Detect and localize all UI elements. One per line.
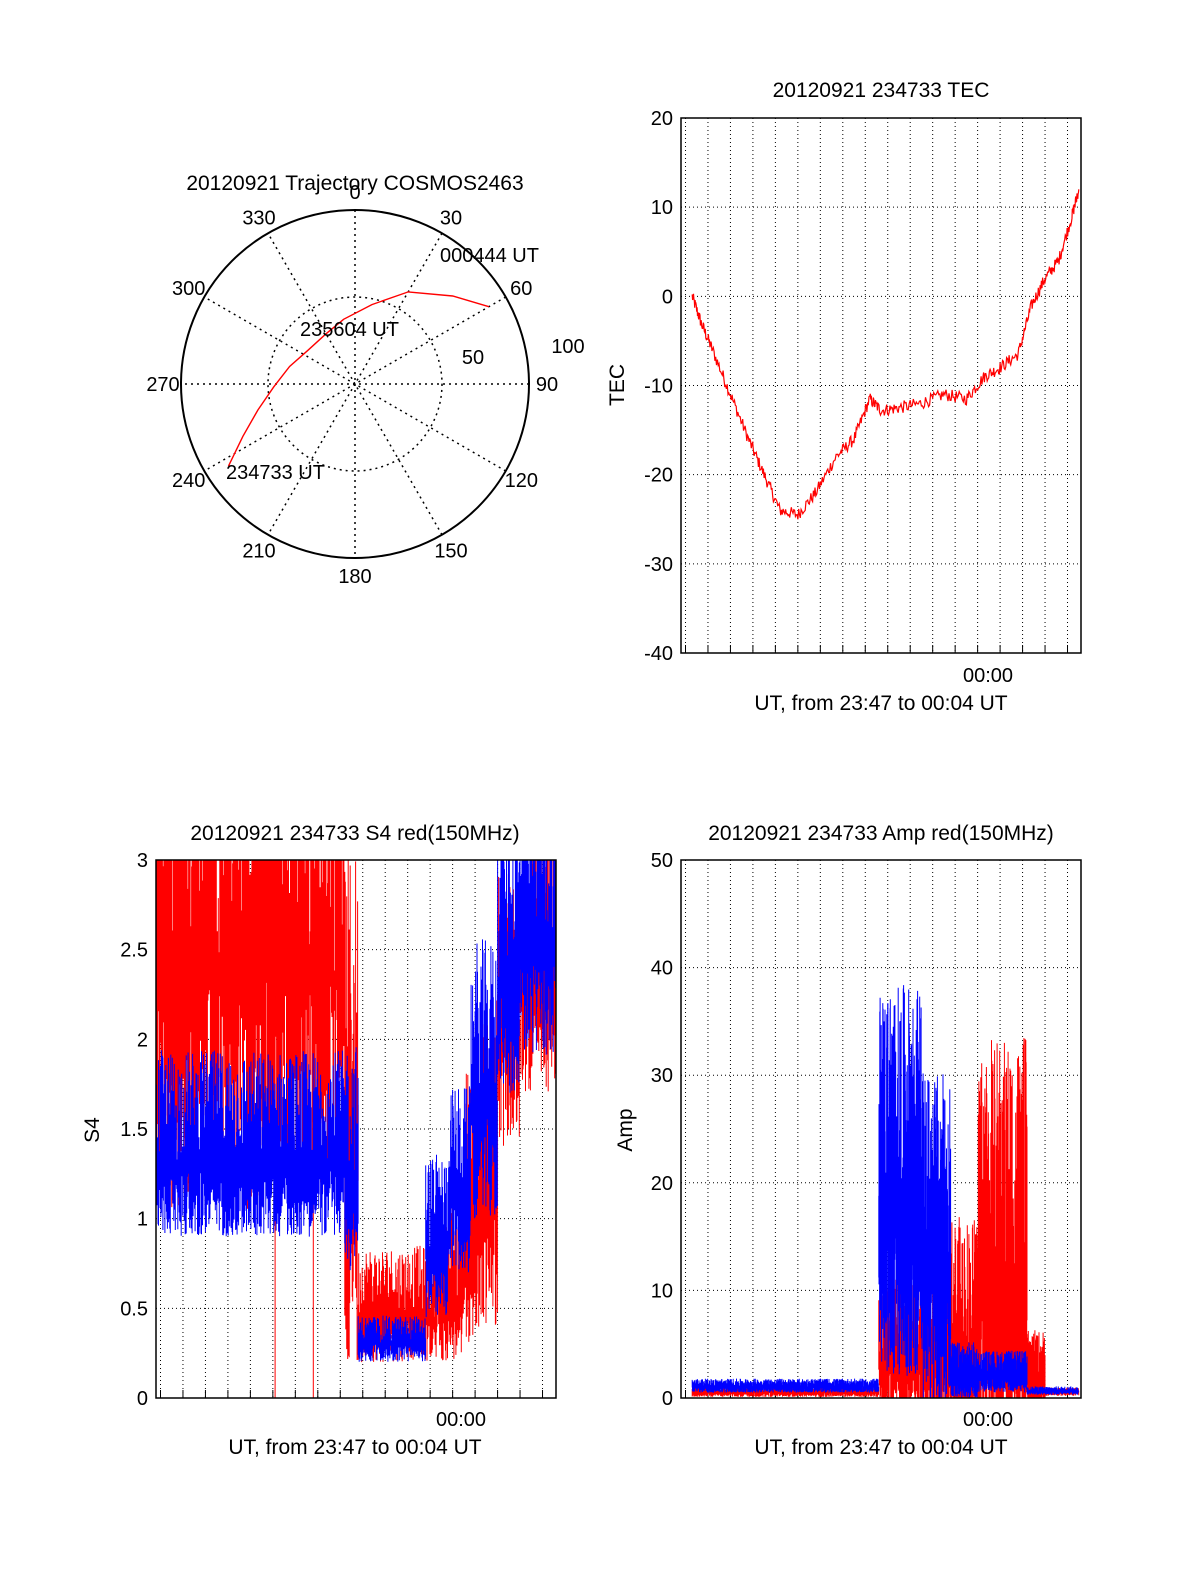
polar-angle-label-120: 120	[505, 470, 538, 492]
s4-ytick-label: 2	[137, 1029, 148, 1051]
annotation-end: 000444 UT	[440, 245, 539, 267]
s4-frame	[155, 859, 557, 1399]
s4-ytick-label: 3	[137, 850, 148, 872]
polar-angle-label-0: 0	[349, 182, 360, 204]
tec-frame	[680, 117, 1082, 654]
polar-spoke-150	[267, 232, 443, 536]
polar-angle-label-300: 300	[172, 278, 205, 300]
s4-ylabel: S4	[81, 1117, 104, 1143]
amp-frame	[680, 859, 1082, 1399]
tec-ytick-label: -30	[644, 554, 673, 576]
tec-ytick-label: -20	[644, 465, 673, 487]
annotation-start: 234733 UT	[226, 462, 325, 484]
s4-yticks: 0 0.5 1 1.5 2 2.5 3	[120, 850, 148, 1410]
amp-ytick-label: 30	[651, 1065, 673, 1087]
polar-angle-label-30: 30	[440, 208, 462, 230]
tec-ytick-label: -10	[644, 376, 673, 398]
tec-grid	[681, 117, 1081, 654]
s4-ytick-label: 0.5	[120, 1298, 148, 1320]
s4-xtick-label: 00:00	[436, 1409, 486, 1431]
polar-angle-label-210: 210	[242, 540, 275, 562]
polar-inner-ring	[267, 296, 443, 472]
amp-ytick-label: 10	[651, 1280, 673, 1302]
tec-title: 20120921 234733 TEC	[773, 79, 990, 102]
tec-ytick-label: 10	[651, 197, 673, 219]
s4-xlabel: UT, from 23:47 to 00:04 UT	[228, 1436, 481, 1459]
polar-radial-label-100: 100	[551, 336, 584, 358]
annotation-mid: 235604 UT	[300, 319, 399, 341]
polar-spokes	[181, 210, 529, 558]
polar-angle-label-240: 240	[172, 470, 205, 492]
s4-ytick-label: 0	[137, 1388, 148, 1410]
tec-ylabel: TEC	[606, 364, 629, 406]
amp-ytick-label: 50	[651, 850, 673, 872]
trajectory-title: 20120921 Trajectory COSMOS2463	[186, 172, 523, 195]
polar-angle-label-90: 90	[536, 374, 558, 396]
s4-title: 20120921 234733 S4 red(150MHz)	[190, 822, 519, 845]
amp-yticks: 0 10 20 30 40 50	[651, 850, 673, 1410]
amp-ytick-label: 20	[651, 1173, 673, 1195]
amp-ylabel: Amp	[614, 1108, 637, 1151]
polar-angle-label-180: 180	[338, 566, 371, 588]
amp-title: 20120921 234733 Amp red(150MHz)	[708, 822, 1054, 845]
tec-series-line	[691, 189, 1080, 520]
s4-ytick-label: 1	[137, 1209, 148, 1231]
amp-blue-series	[691, 985, 1080, 1398]
trajectory-panel: 20120921 Trajectory COSMOS2463 0 30 60 90 12…	[146, 172, 584, 588]
amp-ytick-label: 40	[651, 958, 673, 980]
polar-angle-label-270: 270	[146, 374, 179, 396]
s4-panel: 20120921 234733 S4 red(150MHz) 0 0.5 1 1.5 2…	[81, 822, 557, 1459]
amp-xtick-label: 00:00	[963, 1409, 1013, 1431]
polar-angle-label-330: 330	[242, 208, 275, 230]
polar-angle-label-150: 150	[434, 540, 467, 562]
polar-angle-labels: 0 30 60 90 120 150 180 210 240 270 300 330	[146, 182, 558, 588]
amp-xlabel: UT, from 23:47 to 00:04 UT	[754, 1436, 1007, 1459]
amp-panel: 20120921 234733 Amp red(150MHz) 0 10 20 30 4…	[614, 822, 1082, 1459]
s4-ytick-label: 1.5	[120, 1119, 148, 1141]
polar-radial-label-50: 50	[462, 347, 484, 369]
tec-ytick-label: 0	[662, 286, 673, 308]
tec-yticks: -40 -30 -20 -10 0 10 20	[644, 108, 673, 665]
tec-xtick-label: 00:00	[963, 665, 1013, 687]
amp-ytick-label: 0	[662, 1388, 673, 1410]
s4-ytick-label: 2.5	[120, 940, 148, 962]
tec-ytick-label: -40	[644, 643, 673, 665]
tec-xlabel: UT, from 23:47 to 00:04 UT	[754, 692, 1007, 715]
tec-ytick-label: 20	[651, 108, 673, 130]
polar-angle-label-60: 60	[510, 278, 532, 300]
tec-panel: 20120921 234733 TEC -40 -30 -20 -10 0 10 20 TE…	[606, 79, 1082, 715]
trajectory-track	[227, 291, 490, 467]
